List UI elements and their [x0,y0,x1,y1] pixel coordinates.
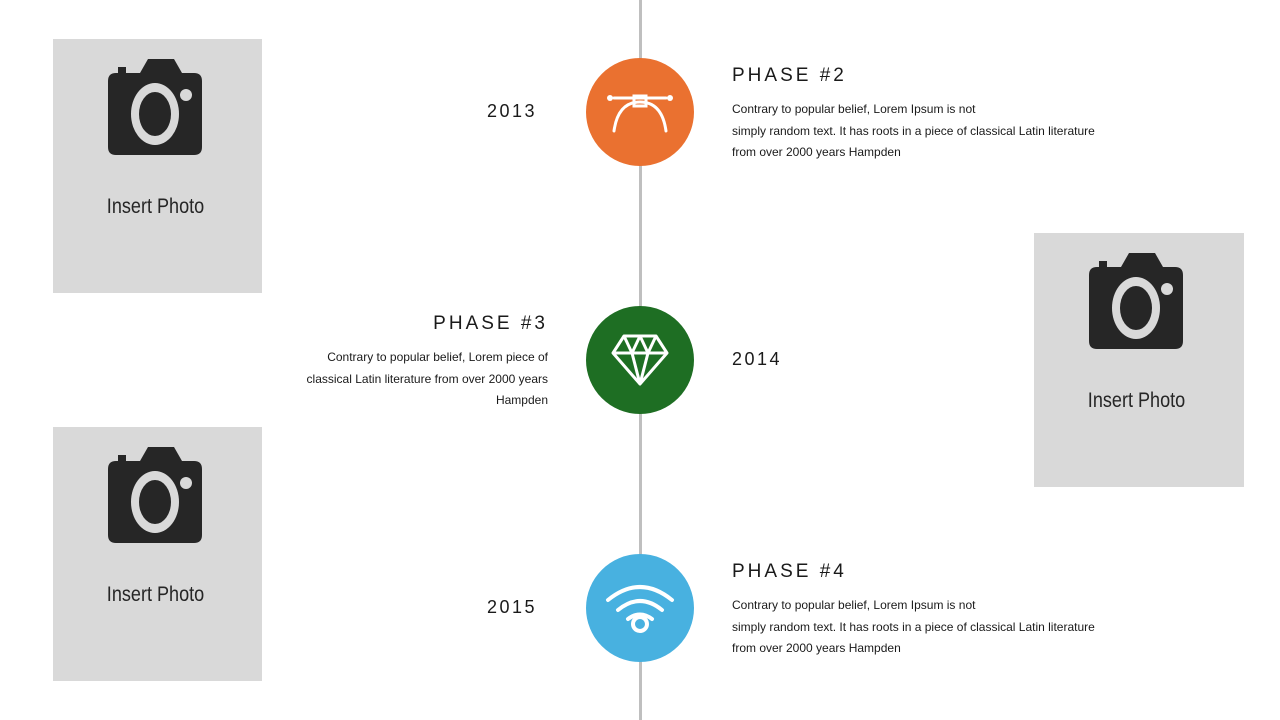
photo-placeholder-3[interactable]: Insert Photo [53,427,262,681]
photo-placeholder-1[interactable]: Insert Photo [53,39,262,293]
milestone-year: 2013 [487,101,538,121]
diamond-icon [611,334,669,386]
phase-description: Contrary to popular belief, Lorem Ipsum … [732,99,1095,164]
phase-title: PHASE #3 [433,313,548,334]
milestone-year: 2014 [732,349,783,369]
phase-description-line: Contrary to popular belief, Lorem Ipsum … [732,598,976,612]
photo-label: Insert Photo [1087,389,1186,412]
bezier-pen-icon [607,94,673,133]
phase-description-line: simply random text. It has roots in a pi… [732,619,1095,634]
phase-description: Contrary to popular belief, Lorem Ipsum … [732,595,1095,660]
camera-icon [108,59,202,155]
phase-description-line: classical Latin literature from over 200… [306,371,548,386]
milestone-circle-orange [586,58,694,166]
photo-label: Insert Photo [106,583,205,606]
milestone-circle-blue [586,554,694,662]
phase-title: PHASE #2 [732,65,847,86]
camera-icon [108,447,202,543]
phase-description-line: Hampden [495,393,548,407]
phase-description-line: from over 2000 years Hampden [732,145,901,159]
phase-description: Contrary to popular belief, Lorem piece … [250,347,548,412]
milestone-circle-green [586,306,694,414]
camera-icon [1089,253,1183,349]
photo-placeholder-2[interactable]: Insert Photo [1034,233,1244,487]
phase-description-line: from over 2000 years Hampden [732,641,901,655]
photo-label: Insert Photo [106,195,205,218]
milestone-year: 2015 [487,597,538,617]
phase-description-line: simply random text. It has roots in a pi… [732,123,1095,138]
phase-title: PHASE #4 [732,561,847,582]
phase-description-line: Contrary to popular belief, Lorem piece … [327,350,548,364]
phase-description-line: Contrary to popular belief, Lorem Ipsum … [732,102,976,116]
wifi-icon [606,585,674,633]
